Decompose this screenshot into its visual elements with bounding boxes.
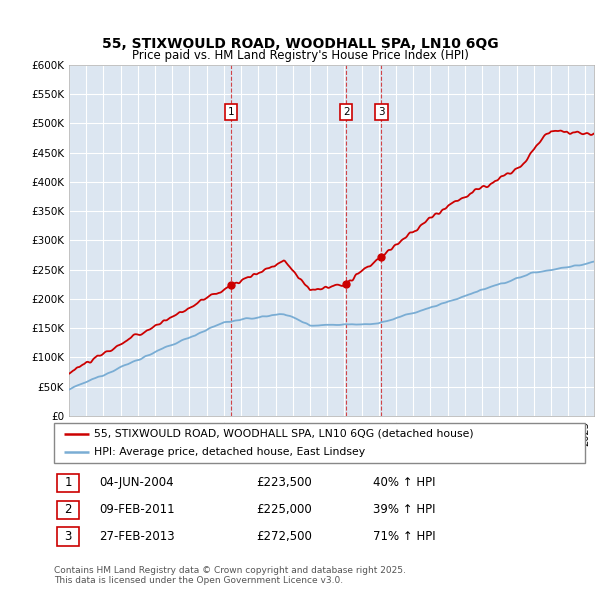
Text: Price paid vs. HM Land Registry's House Price Index (HPI): Price paid vs. HM Land Registry's House … <box>131 49 469 62</box>
Text: 2: 2 <box>343 107 349 117</box>
Text: 27-FEB-2013: 27-FEB-2013 <box>99 530 175 543</box>
Text: 04-JUN-2004: 04-JUN-2004 <box>99 477 174 490</box>
Text: £223,500: £223,500 <box>256 477 311 490</box>
Text: HPI: Average price, detached house, East Lindsey: HPI: Average price, detached house, East… <box>94 447 365 457</box>
Bar <box>57 500 79 519</box>
Text: 55, STIXWOULD ROAD, WOODHALL SPA, LN10 6QG: 55, STIXWOULD ROAD, WOODHALL SPA, LN10 6… <box>101 37 499 51</box>
Text: 71% ↑ HPI: 71% ↑ HPI <box>373 530 435 543</box>
Bar <box>57 474 79 492</box>
Text: 55, STIXWOULD ROAD, WOODHALL SPA, LN10 6QG (detached house): 55, STIXWOULD ROAD, WOODHALL SPA, LN10 6… <box>94 429 473 439</box>
Text: 39% ↑ HPI: 39% ↑ HPI <box>373 503 435 516</box>
Text: 3: 3 <box>378 107 385 117</box>
Text: 1: 1 <box>228 107 235 117</box>
Text: £272,500: £272,500 <box>256 530 311 543</box>
Bar <box>57 527 79 546</box>
Text: Contains HM Land Registry data © Crown copyright and database right 2025.
This d: Contains HM Land Registry data © Crown c… <box>54 566 406 585</box>
Text: 2: 2 <box>65 503 72 516</box>
Text: 1: 1 <box>65 477 72 490</box>
Text: £225,000: £225,000 <box>256 503 311 516</box>
Text: 3: 3 <box>65 530 72 543</box>
Text: 40% ↑ HPI: 40% ↑ HPI <box>373 477 435 490</box>
Text: 09-FEB-2011: 09-FEB-2011 <box>99 503 175 516</box>
